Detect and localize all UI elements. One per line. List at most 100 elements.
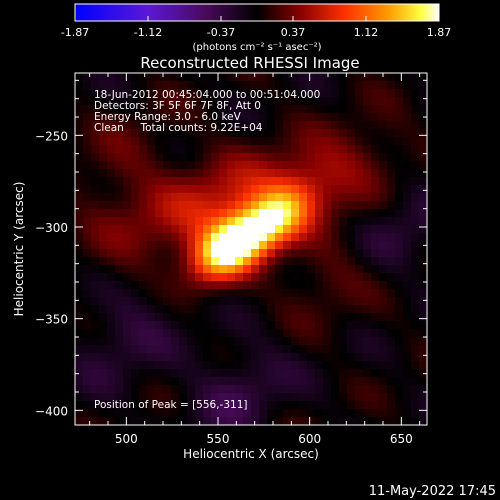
heatmap-cell: [211, 353, 220, 362]
heatmap-cell: [203, 257, 212, 266]
heatmap-cell: [123, 137, 132, 146]
heatmap-cell: [267, 209, 276, 218]
heatmap-cell: [355, 313, 364, 322]
heatmap-cell: [251, 137, 260, 146]
heatmap-cell: [99, 209, 108, 218]
heatmap-cell: [387, 313, 396, 322]
heatmap-cell: [299, 401, 308, 410]
heatmap-cell: [291, 169, 300, 178]
heatmap-cell: [363, 201, 372, 210]
heatmap-cell: [347, 97, 356, 106]
peak-position-label: Position of Peak = [556,-311]: [94, 399, 248, 411]
heatmap-cell: [235, 137, 244, 146]
heatmap-cell: [123, 145, 132, 154]
heatmap-cell: [107, 281, 116, 290]
heatmap-cell: [411, 153, 420, 162]
heatmap-cell: [283, 257, 292, 266]
heatmap-cell: [275, 257, 284, 266]
heatmap-cell: [379, 345, 388, 354]
heatmap-cell: [291, 297, 300, 306]
heatmap-cell: [347, 289, 356, 298]
heatmap-cell: [323, 161, 332, 170]
heatmap-cell: [395, 353, 404, 362]
heatmap-cell: [115, 409, 124, 418]
heatmap-cell: [155, 289, 164, 298]
heatmap-cell: [267, 273, 276, 282]
heatmap-cell: [203, 417, 212, 426]
heatmap-cell: [155, 249, 164, 258]
heatmap-cell: [147, 185, 156, 194]
heatmap-cell: [83, 297, 92, 306]
heatmap-cell: [75, 121, 84, 130]
heatmap-cell: [139, 249, 148, 258]
heatmap-cell: [131, 417, 140, 426]
heatmap-cell: [235, 321, 244, 330]
heatmap-cell: [403, 153, 412, 162]
heatmap-cell: [139, 89, 148, 98]
heatmap-cell: [331, 129, 340, 138]
heatmap-cell: [203, 345, 212, 354]
heatmap-cell: [155, 193, 164, 202]
heatmap-cell: [187, 385, 196, 394]
heatmap-cell: [363, 105, 372, 114]
heatmap-cell: [339, 257, 348, 266]
heatmap-cell: [219, 369, 228, 378]
heatmap-cell: [387, 225, 396, 234]
heatmap-cell: [371, 89, 380, 98]
heatmap-cell: [315, 105, 324, 114]
heatmap-cell: [251, 233, 260, 242]
heatmap-cell: [323, 193, 332, 202]
heatmap-cell: [227, 257, 236, 266]
heatmap-cell: [419, 289, 428, 298]
heatmap-cell: [291, 217, 300, 226]
heatmap-cell: [347, 129, 356, 138]
heatmap-cell: [251, 281, 260, 290]
heatmap-cell: [307, 81, 316, 90]
heatmap-cell: [131, 177, 140, 186]
heatmap-cell: [219, 281, 228, 290]
heatmap-cell: [379, 257, 388, 266]
heatmap-cell: [163, 345, 172, 354]
heatmap-cell: [371, 337, 380, 346]
heatmap-cell: [379, 281, 388, 290]
heatmap-cell: [275, 313, 284, 322]
heatmap-cell: [75, 345, 84, 354]
heatmap-cell: [331, 249, 340, 258]
heatmap-cell: [163, 369, 172, 378]
heatmap-cell: [347, 401, 356, 410]
heatmap-cell: [235, 257, 244, 266]
heatmap-cell: [243, 153, 252, 162]
heatmap-cell: [291, 257, 300, 266]
heatmap-cell: [299, 377, 308, 386]
heatmap-cell: [155, 153, 164, 162]
heatmap-cell: [299, 185, 308, 194]
heatmap-cell: [83, 273, 92, 282]
heatmap-cell: [419, 305, 428, 314]
heatmap-cell: [403, 129, 412, 138]
heatmap-cell: [203, 401, 212, 410]
heatmap-cell: [227, 89, 236, 98]
heatmap-cell: [139, 209, 148, 218]
heatmap-cell: [179, 417, 188, 426]
heatmap-cell: [291, 145, 300, 154]
heatmap-cell: [115, 361, 124, 370]
heatmap-cell: [155, 121, 164, 130]
heatmap-cell: [243, 81, 252, 90]
heatmap-cell: [83, 217, 92, 226]
heatmap-cell: [219, 345, 228, 354]
heatmap-cell: [187, 233, 196, 242]
heatmap-cell: [259, 201, 268, 210]
heatmap-cell: [171, 89, 180, 98]
heatmap-cell: [147, 385, 156, 394]
heatmap-cell: [179, 257, 188, 266]
heatmap-cell: [355, 385, 364, 394]
heatmap-cell: [227, 273, 236, 282]
heatmap-cell: [283, 289, 292, 298]
heatmap-cell: [195, 313, 204, 322]
heatmap-cell: [187, 185, 196, 194]
heatmap-cell: [99, 81, 108, 90]
heatmap-cell: [267, 249, 276, 258]
heatmap-cell: [163, 321, 172, 330]
heatmap-cell: [259, 361, 268, 370]
heatmap-cell: [195, 81, 204, 90]
